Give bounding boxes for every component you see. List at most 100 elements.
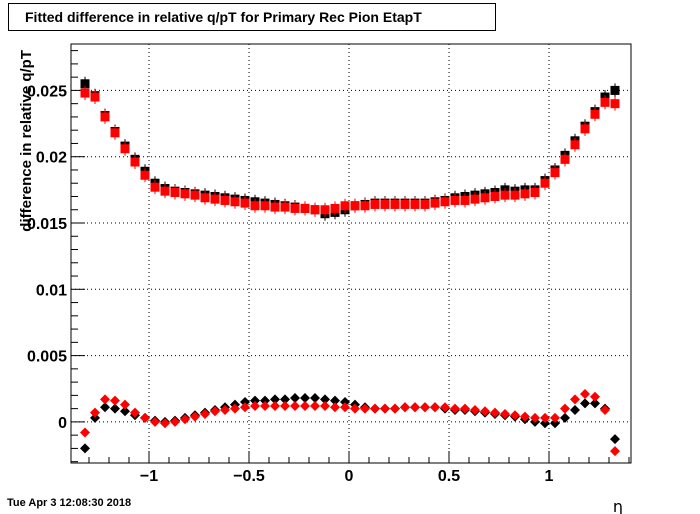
y-tick-label: 0.02 [36, 150, 67, 167]
data-point-diamond [560, 412, 570, 423]
data-point-square [530, 188, 540, 198]
data-point-diamond [320, 400, 330, 411]
x-tick-label: −0.5 [233, 468, 265, 485]
data-point-diamond [480, 406, 490, 417]
data-point-diamond [570, 404, 580, 415]
data-point-diamond [370, 403, 380, 414]
data-point-diamond [190, 411, 200, 422]
y-tick-label: 0.01 [36, 282, 67, 299]
y-tick-label: 0.015 [27, 216, 67, 233]
data-point-diamond [290, 400, 300, 411]
data-point-diamond [300, 400, 310, 411]
data-point-square [450, 195, 460, 205]
data-point-square [440, 197, 450, 207]
data-point-square [230, 197, 240, 207]
data-point-square [330, 203, 340, 213]
x-tick-label: 0.5 [438, 468, 460, 485]
data-point-diamond [360, 403, 370, 414]
data-point-square [280, 202, 290, 212]
data-point-diamond [290, 393, 300, 404]
data-point-diamond [160, 418, 170, 429]
data-point-diamond [180, 414, 190, 425]
data-point-square [410, 199, 420, 209]
data-point-square [510, 190, 520, 200]
data-point-diamond [170, 416, 180, 427]
data-point-diamond [80, 427, 90, 438]
timestamp: Tue Apr 3 12:08:30 2018 [7, 497, 132, 509]
data-point-diamond [380, 403, 390, 414]
data-point-square [500, 190, 510, 200]
data-point-diamond [100, 394, 110, 405]
data-point-diamond [140, 412, 150, 423]
data-point-square [470, 194, 480, 204]
data-point-diamond [280, 394, 290, 405]
data-point-square [210, 194, 220, 204]
data-point-diamond [610, 434, 620, 445]
data-point-square [390, 199, 400, 209]
data-point-square [570, 140, 580, 150]
data-point-square [100, 112, 110, 122]
chart-title: Fitted difference in relative q/pT for P… [8, 3, 496, 31]
data-point-diamond [90, 407, 100, 418]
x-tick-label: 1 [545, 468, 554, 485]
data-point-diamond [250, 400, 260, 411]
x-axis-label: η [613, 497, 623, 514]
data-point-square [300, 203, 310, 213]
data-point-diamond [120, 406, 130, 417]
data-point-diamond [110, 403, 120, 414]
data-point-square [590, 109, 600, 119]
x-tick-label: 0 [345, 468, 354, 485]
data-point-diamond [560, 403, 570, 414]
data-point-diamond [260, 400, 270, 411]
data-point-diamond [550, 418, 560, 429]
data-point-diamond [610, 446, 620, 457]
data-point-diamond [460, 403, 470, 414]
data-point-diamond [420, 402, 430, 413]
data-point-square [200, 193, 210, 203]
data-point-square [520, 189, 530, 199]
data-point-square [420, 199, 430, 209]
data-point-diamond [310, 393, 320, 404]
data-point-diamond [320, 394, 330, 405]
y-tick-label: 0.025 [27, 83, 67, 100]
data-point-diamond [490, 407, 500, 418]
data-point-diamond [270, 400, 280, 411]
y-tick-label: 0 [58, 415, 67, 432]
data-point-diamond [280, 400, 290, 411]
data-point-diamond [220, 404, 230, 415]
data-point-square [260, 201, 270, 211]
data-point-diamond [470, 404, 480, 415]
data-point-diamond [430, 402, 440, 413]
data-point-square [320, 205, 330, 215]
data-point-diamond [590, 391, 600, 402]
data-point-diamond [310, 400, 320, 411]
x-tick-label: −1 [140, 468, 158, 485]
data-point-diamond [510, 410, 520, 421]
data-point-square [460, 195, 470, 205]
data-point-diamond [110, 395, 120, 406]
data-point-square [430, 198, 440, 208]
data-point-diamond [120, 399, 130, 410]
data-point-diamond [570, 394, 580, 405]
data-point-square [80, 88, 90, 98]
data-point-square [240, 198, 250, 208]
data-point-diamond [590, 398, 600, 409]
data-point-square [340, 201, 350, 211]
data-point-diamond [250, 395, 260, 406]
data-point-square [580, 124, 590, 134]
data-point-diamond [350, 403, 360, 414]
data-point-diamond [340, 397, 350, 408]
data-point-diamond [240, 397, 250, 408]
data-point-square [130, 157, 140, 167]
data-point-diamond [450, 403, 460, 414]
data-point-diamond [540, 412, 550, 423]
data-point-diamond [90, 412, 100, 423]
data-point-square [350, 201, 360, 211]
y-axis-label: difference in relative q/pT [18, 50, 35, 232]
data-point-square [160, 186, 170, 196]
data-point-diamond [520, 411, 530, 422]
data-point-square [610, 99, 620, 109]
data-point-diamond [240, 402, 250, 413]
data-point-square [120, 144, 130, 154]
